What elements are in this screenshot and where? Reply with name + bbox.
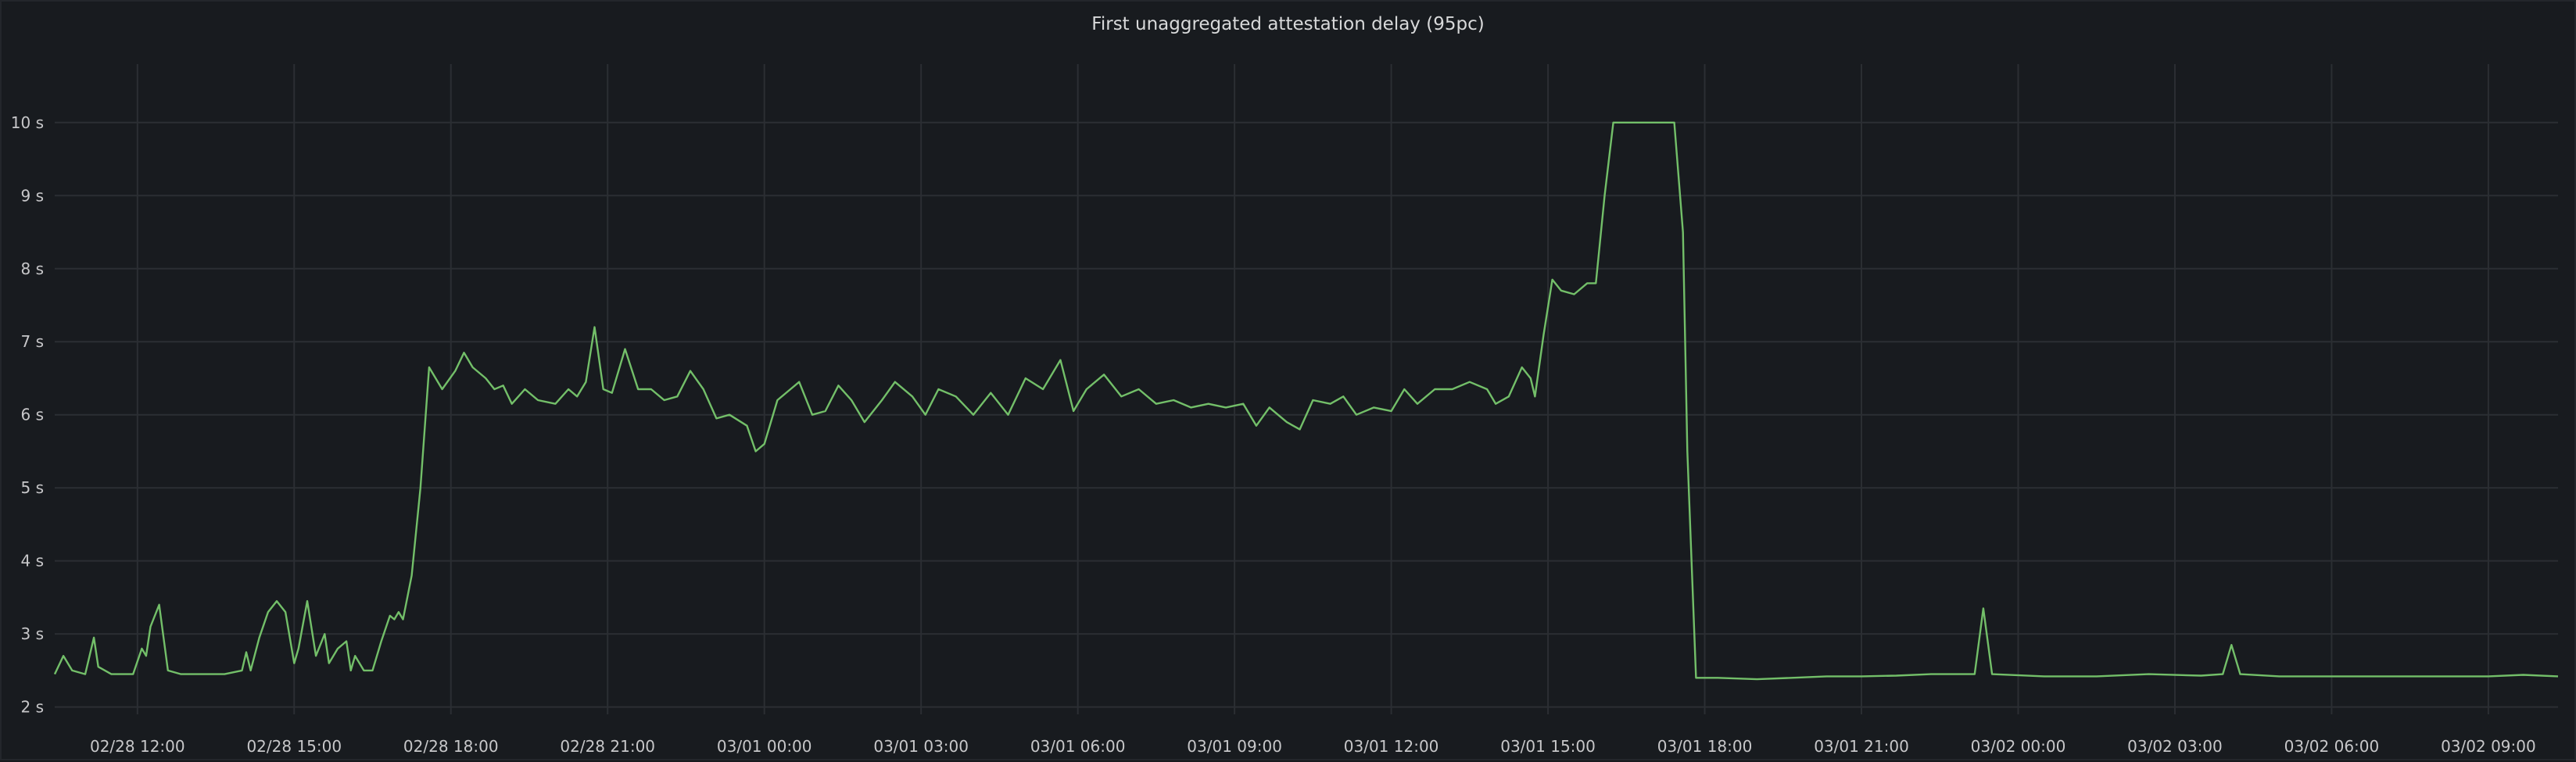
series-line[interactable] xyxy=(53,121,2559,681)
y-tick-label: 8 s xyxy=(20,259,44,278)
x-tick-label: 02/28 21:00 xyxy=(560,737,655,756)
y-tick-label: 7 s xyxy=(20,332,44,351)
chart-grid xyxy=(55,64,2558,714)
x-tick-label: 03/02 09:00 xyxy=(2441,737,2536,756)
x-tick-label: 02/28 18:00 xyxy=(403,737,499,756)
x-tick-label: 03/02 03:00 xyxy=(2127,737,2223,756)
x-tick-label: 03/01 09:00 xyxy=(1187,737,1282,756)
x-axis: 02/28 12:00 02/28 15:00 02/28 18:00 02/28 2… xyxy=(90,737,2536,756)
y-tick-label: 10 s xyxy=(11,113,44,132)
y-axis: 2 s 3 s 4 s 5 s 6 s 7 s 8 s 9 s 10 s xyxy=(11,113,44,717)
y-tick-label: 3 s xyxy=(20,624,44,643)
x-tick-label: 02/28 15:00 xyxy=(246,737,342,756)
x-tick-label: 02/28 12:00 xyxy=(90,737,185,756)
y-tick-label: 9 s xyxy=(20,186,44,205)
panel-title: First unaggregated attestation delay (95… xyxy=(1091,14,1485,34)
x-tick-label: 03/02 06:00 xyxy=(2284,737,2380,756)
x-tick-label: 03/01 06:00 xyxy=(1030,737,1126,756)
y-tick-label: 6 s xyxy=(20,406,44,424)
x-tick-label: 03/02 00:00 xyxy=(1971,737,2066,756)
y-tick-label: 4 s xyxy=(20,552,44,571)
x-tick-label: 03/01 00:00 xyxy=(717,737,812,756)
y-tick-label: 2 s xyxy=(20,698,44,717)
x-tick-label: 03/01 15:00 xyxy=(1500,737,1596,756)
x-tick-label: 03/01 18:00 xyxy=(1657,737,1753,756)
y-tick-label: 5 s xyxy=(20,478,44,497)
x-tick-label: 03/01 03:00 xyxy=(873,737,969,756)
x-tick-label: 03/01 12:00 xyxy=(1344,737,1439,756)
x-tick-label: 03/01 21:00 xyxy=(1814,737,1909,756)
